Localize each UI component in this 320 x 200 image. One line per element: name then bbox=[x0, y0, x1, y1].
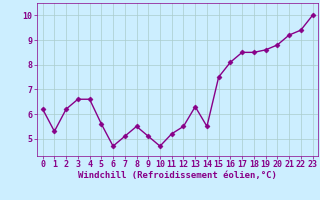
X-axis label: Windchill (Refroidissement éolien,°C): Windchill (Refroidissement éolien,°C) bbox=[78, 171, 277, 180]
